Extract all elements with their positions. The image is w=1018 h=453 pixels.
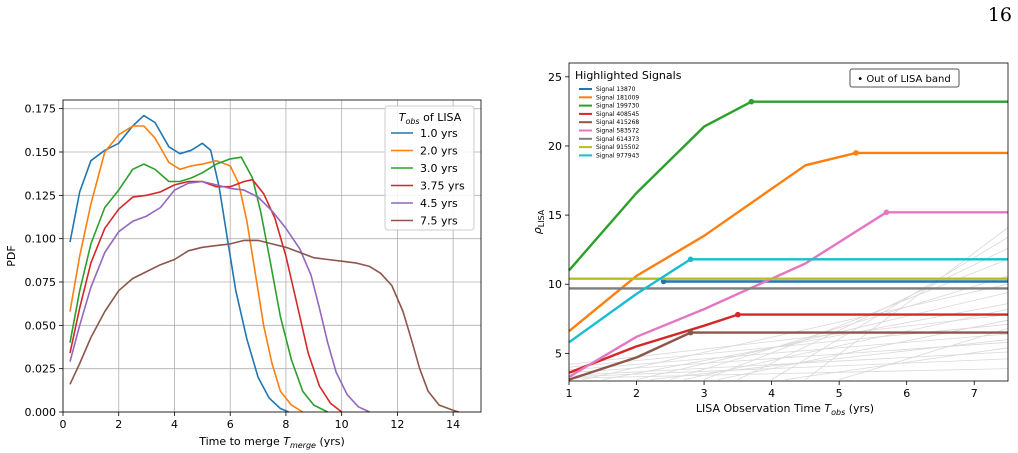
x-tick-label: 3 bbox=[701, 387, 708, 400]
y-tick-label: 0.175 bbox=[25, 103, 57, 116]
series-line bbox=[568, 258, 1008, 344]
x-tick-label: 2 bbox=[633, 387, 640, 400]
series-line bbox=[568, 331, 1008, 381]
x-tick-label: 7 bbox=[971, 387, 978, 400]
legend-label: 3.75 yrs bbox=[420, 180, 465, 193]
out-of-band-annotation: • Out of LISA band bbox=[849, 68, 960, 88]
y-tick-label: 0.075 bbox=[25, 276, 57, 289]
y-tick-label: 20 bbox=[548, 140, 562, 153]
page-number: 16 bbox=[987, 4, 1012, 26]
series-line bbox=[69, 239, 459, 413]
background-signal-line bbox=[670, 275, 1009, 380]
background-signal-line bbox=[568, 358, 1009, 378]
series-line bbox=[69, 156, 329, 413]
background-signal-lines bbox=[568, 227, 1009, 380]
out-of-band-marker bbox=[687, 256, 694, 263]
snr-chart: 1 2 3 4 5 6 7 5 10 15 20 25 LISA Observation Time … bbox=[531, 62, 1009, 417]
legend: Tobs of LISA 1.0 yrs 2.0 yrs 3.0 yrs 3.75 y… bbox=[384, 105, 475, 231]
x-tick-label: 6 bbox=[227, 418, 234, 431]
background-signal-line bbox=[602, 303, 1009, 380]
y-axis-label: PDF bbox=[5, 245, 18, 266]
pdf-chart: 0 2 4 6 8 10 12 14 0.000 0.025 0.050 0.075 0.100 0.1… bbox=[5, 99, 482, 450]
legend-label: Signal 199730 bbox=[596, 103, 639, 110]
series-lines bbox=[568, 98, 1008, 381]
legend-label: Signal 13870 bbox=[596, 86, 636, 93]
y-tick-label: 15 bbox=[548, 209, 562, 222]
annotation-box bbox=[849, 68, 960, 88]
x-tick-label: 10 bbox=[335, 418, 349, 431]
x-axis-label: LISA Observation Time Tobs (yrs) bbox=[696, 402, 874, 417]
x-tick-labels: 1 2 3 4 5 6 7 bbox=[566, 381, 978, 400]
legend-label: 3.0 yrs bbox=[420, 162, 458, 175]
out-of-band-marker bbox=[687, 329, 694, 336]
legend-label: Signal 977943 bbox=[596, 152, 639, 159]
x-tick-label: 5 bbox=[836, 387, 843, 400]
legend-label: Signal 181009 bbox=[596, 94, 639, 101]
out-of-band-marker bbox=[748, 98, 755, 105]
y-tick-label: 25 bbox=[548, 71, 562, 84]
annotation-text: • Out of LISA band bbox=[857, 74, 950, 85]
legend-label: Signal 415268 bbox=[596, 119, 639, 126]
x-tick-label: 4 bbox=[768, 387, 775, 400]
background-signal-line bbox=[568, 323, 1009, 368]
legend-label: 2.0 yrs bbox=[420, 145, 458, 158]
background-signal-line bbox=[636, 292, 1009, 380]
legend-label: 4.5 yrs bbox=[420, 197, 458, 210]
series-line bbox=[69, 180, 370, 413]
x-tick-label: 1 bbox=[566, 387, 573, 400]
y-tick-label: 10 bbox=[548, 278, 562, 291]
legend-label: 1.0 yrs bbox=[420, 127, 458, 140]
plot-frame bbox=[62, 99, 482, 413]
background-signal-line bbox=[839, 328, 1009, 380]
legend-box bbox=[384, 105, 475, 231]
y-tick-label: 0.150 bbox=[25, 146, 57, 159]
legend-label: Signal 614373 bbox=[596, 136, 639, 143]
x-tick-label: 2 bbox=[115, 418, 122, 431]
series-line bbox=[69, 125, 304, 413]
y-tick-label: 0.050 bbox=[25, 319, 57, 332]
plot-frame bbox=[568, 62, 1009, 382]
series-line bbox=[568, 151, 1008, 333]
legend-title: Tobs of LISA bbox=[399, 111, 462, 126]
background-signal-line bbox=[805, 227, 1009, 380]
series-lines bbox=[69, 114, 459, 413]
x-tick-label: 6 bbox=[903, 387, 910, 400]
out-of-band-marker bbox=[735, 311, 741, 318]
background-signal-line bbox=[771, 236, 1009, 380]
x-tick-label: 0 bbox=[60, 418, 67, 431]
y-tick-labels: 0.000 0.025 0.050 0.075 0.100 0.125 0.150 0.175 bbox=[25, 103, 63, 419]
background-signal-line bbox=[717, 319, 1009, 380]
y-tick-labels: 5 10 15 20 25 bbox=[548, 71, 569, 360]
background-signal-line bbox=[683, 308, 1009, 380]
y-axis-label: ρLISA bbox=[531, 209, 546, 234]
series-line bbox=[69, 114, 290, 413]
y-tick-label: 0.025 bbox=[25, 363, 57, 376]
series-line bbox=[568, 100, 1008, 272]
background-signal-line bbox=[785, 347, 1009, 380]
x-axis-label: Time to merge Tmerge (yrs) bbox=[198, 435, 345, 450]
series-line bbox=[69, 178, 343, 413]
legend-title: Highlighted Signals bbox=[575, 69, 682, 82]
y-tick-label: 0.000 bbox=[25, 406, 57, 419]
legend-label: Signal 408545 bbox=[596, 111, 639, 118]
legend-label: Signal 915502 bbox=[596, 144, 639, 151]
x-tick-labels: 0 2 4 6 8 10 12 14 bbox=[60, 412, 460, 431]
out-of-band-marker bbox=[883, 209, 890, 216]
legend-label: Signal 583572 bbox=[596, 128, 639, 135]
background-signal-line bbox=[568, 333, 1009, 371]
legend-label: 7.5 yrs bbox=[420, 215, 458, 228]
background-signal-line bbox=[568, 368, 1009, 379]
x-tick-label: 12 bbox=[390, 418, 404, 431]
out-of-band-marker bbox=[660, 278, 667, 285]
x-tick-label: 4 bbox=[171, 418, 178, 431]
x-tick-label: 14 bbox=[446, 418, 460, 431]
series-line bbox=[568, 313, 1008, 374]
y-tick-label: 0.100 bbox=[25, 233, 57, 246]
y-tick-label: 0.125 bbox=[25, 189, 57, 202]
y-tick-label: 5 bbox=[555, 347, 562, 360]
out-of-band-marker bbox=[853, 150, 859, 156]
x-tick-label: 8 bbox=[282, 418, 289, 431]
series-line bbox=[568, 211, 1008, 378]
